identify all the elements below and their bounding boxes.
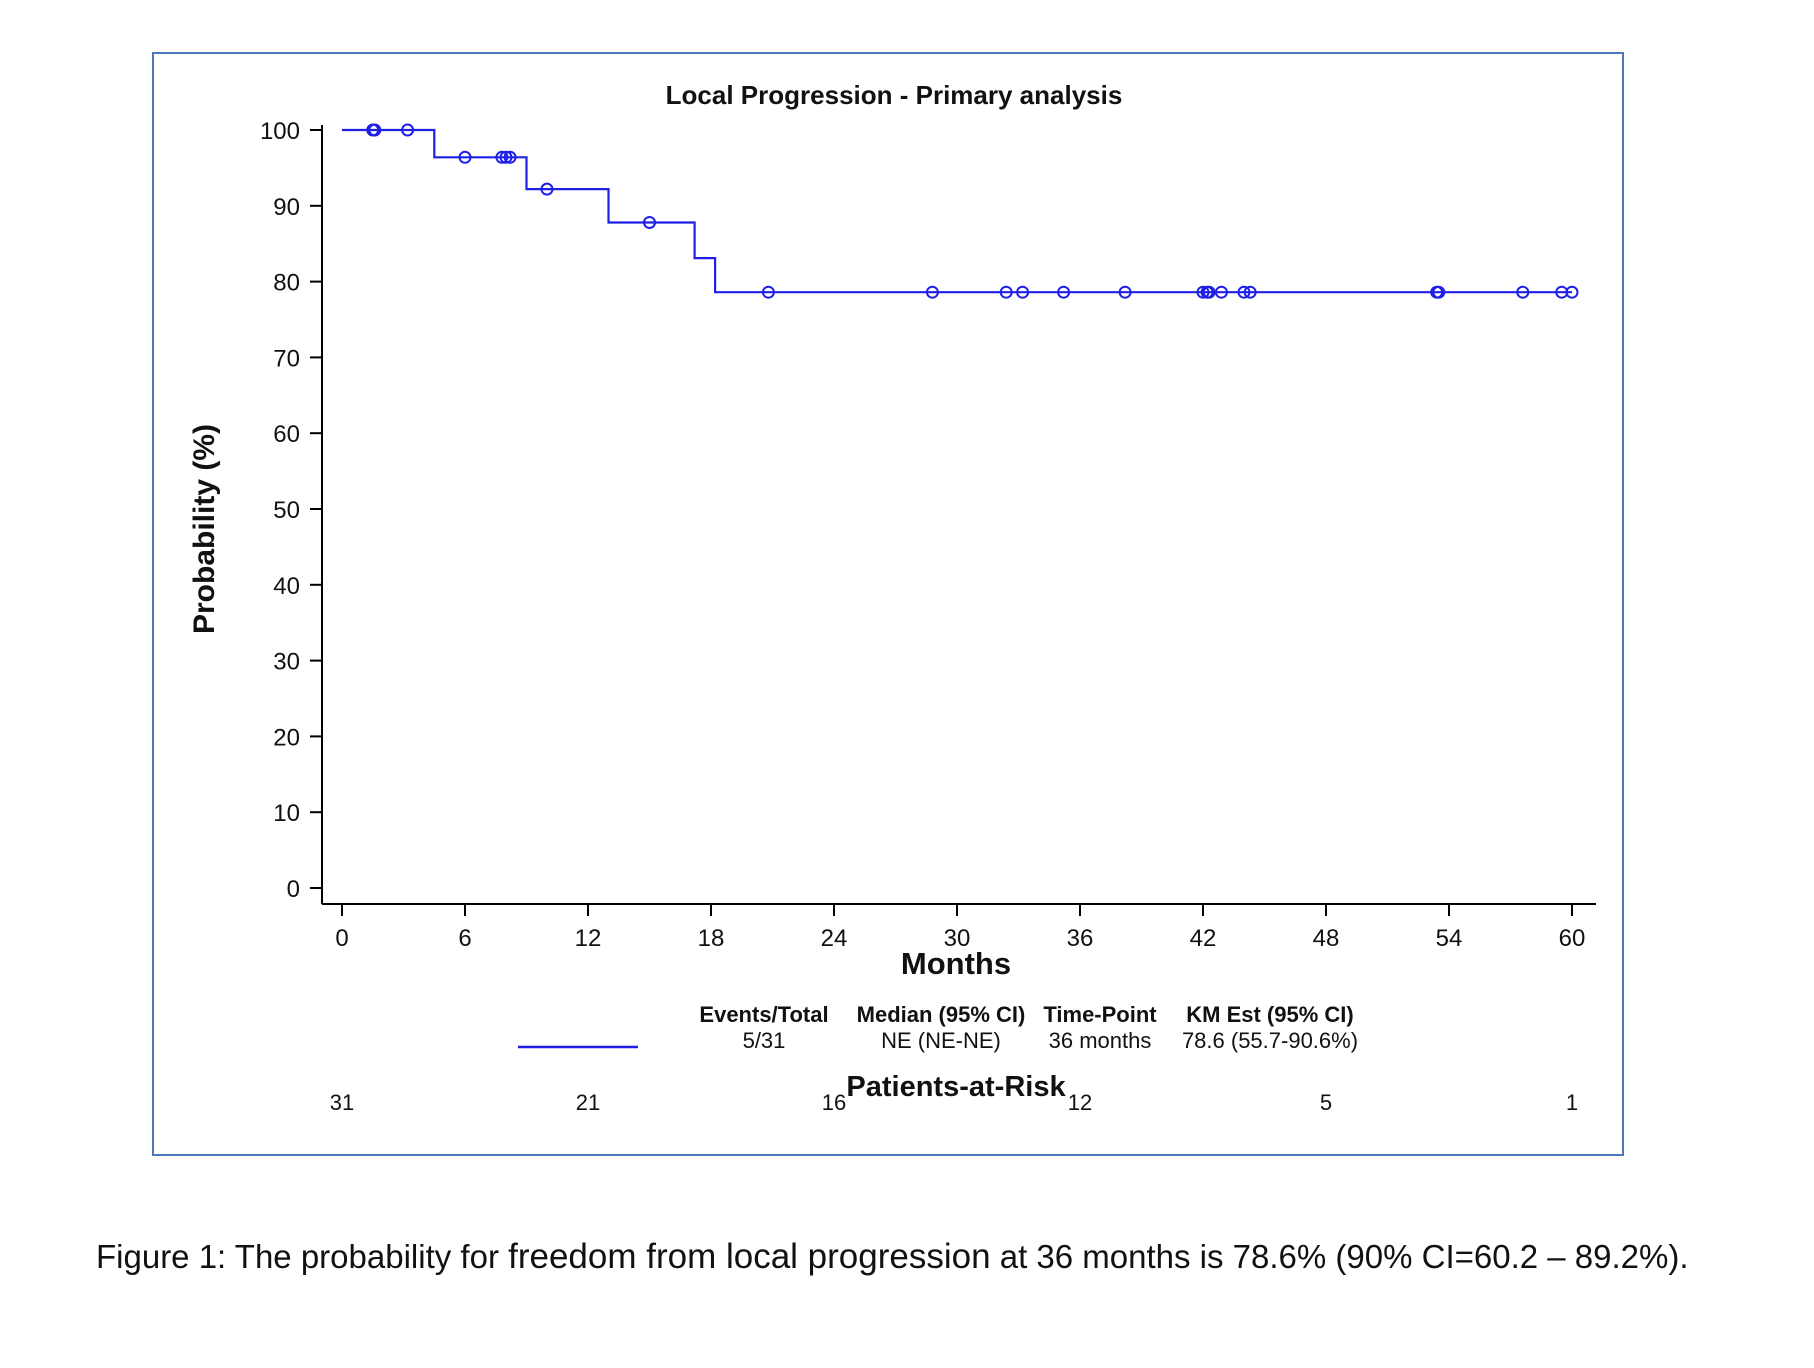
censor-mark — [1214, 285, 1228, 299]
censor-mark — [1057, 285, 1071, 299]
chart-frame: Local Progression - Primary analysis Pro… — [152, 52, 1624, 1156]
censor-mark — [1565, 285, 1579, 299]
y-tick-label: 0 — [287, 876, 300, 903]
x-tick-label: 6 — [458, 925, 471, 952]
y-tick-label: 60 — [273, 421, 300, 448]
at-risk-count: 12 — [1068, 1090, 1092, 1115]
x-tick-label: 36 — [1067, 925, 1094, 952]
y-axis-label: Probability (%) — [188, 424, 221, 634]
censor-mark — [1243, 285, 1257, 299]
x-tick-label: 18 — [698, 925, 725, 952]
x-axis-label: Months — [901, 946, 1011, 981]
legend-value-km-est: 78.6 (55.7-90.6%) — [1182, 1028, 1358, 1053]
y-tick-label: 90 — [273, 194, 300, 221]
censor-mark — [643, 215, 656, 229]
censor-mark — [761, 285, 775, 299]
y-tick-label: 40 — [273, 573, 300, 600]
censor-mark — [499, 150, 513, 164]
x-tick-label: 48 — [1313, 925, 1340, 952]
censor-mark — [540, 182, 554, 196]
legend-table: Events/Total Median (95% CI) Time-Point … — [518, 1002, 1358, 1053]
censor-mark — [1196, 285, 1210, 299]
censor-mark — [1118, 285, 1132, 299]
at-risk-count: 16 — [822, 1090, 846, 1115]
x-ticks: 0 6 12 18 24 30 36 42 48 54 60 — [335, 904, 1585, 952]
censor-mark — [1237, 285, 1251, 299]
censor-mark — [368, 123, 382, 137]
x-tick-label: 54 — [1436, 925, 1463, 952]
x-tick-label: 60 — [1559, 925, 1586, 952]
censor-mark — [495, 150, 509, 164]
y-tick-label: 10 — [273, 800, 300, 827]
legend-value-events: 5/31 — [743, 1028, 786, 1053]
km-plot: Local Progression - Primary analysis Pro… — [188, 80, 1596, 1115]
legend-value-median: NE (NE-NE) — [881, 1028, 1001, 1053]
y-tick-label: 50 — [273, 497, 300, 524]
censor-mark — [1516, 285, 1530, 299]
censor-mark — [925, 285, 939, 299]
chart-title: Local Progression - Primary analysis — [666, 80, 1123, 110]
figure-caption: Figure 1: The probability for freedom fr… — [96, 1232, 1736, 1282]
at-risk-title: Patients-at-Risk — [846, 1071, 1066, 1103]
censor-marks — [366, 123, 1579, 299]
censor-mark — [1202, 285, 1216, 299]
at-risk-counts: 31 21 16 12 5 1 — [330, 1090, 1578, 1115]
censor-mark — [1432, 285, 1446, 299]
y-tick-label: 100 — [260, 118, 300, 145]
caption-part-1: Figure 1: The probability for — [96, 1238, 509, 1275]
censor-mark — [401, 123, 415, 137]
censor-mark — [458, 150, 472, 164]
at-risk-count: 1 — [1566, 1090, 1578, 1115]
at-risk-count: 21 — [576, 1090, 600, 1115]
at-risk-count: 31 — [330, 1090, 354, 1115]
at-risk-count: 5 — [1320, 1090, 1332, 1115]
y-tick-label: 20 — [273, 724, 300, 751]
legend-header-km-est: KM Est (95% CI) — [1186, 1002, 1353, 1027]
censor-mark — [1016, 285, 1030, 299]
y-tick-label: 80 — [273, 270, 300, 297]
y-tick-label: 70 — [273, 345, 300, 372]
legend-header-timepoint: Time-Point — [1043, 1002, 1157, 1027]
caption-part-3: at 36 months is 78.6% (90% CI=60.2 – 89.… — [990, 1238, 1689, 1275]
censor-mark — [999, 285, 1013, 299]
legend-header-events: Events/Total — [699, 1002, 828, 1027]
x-tick-label: 42 — [1190, 925, 1217, 952]
caption-part-2: freedom from local progression — [508, 1237, 991, 1276]
censor-mark — [503, 150, 517, 164]
legend-value-timepoint: 36 months — [1049, 1028, 1152, 1053]
x-tick-label: 12 — [575, 925, 602, 952]
legend-header-median: Median (95% CI) — [857, 1002, 1026, 1027]
km-step-line — [342, 128, 1572, 294]
y-ticks: 0 10 20 30 40 50 60 70 80 90 100 — [260, 118, 322, 903]
y-tick-label: 30 — [273, 649, 300, 676]
x-tick-label: 30 — [944, 925, 971, 952]
x-tick-label: 0 — [335, 925, 348, 952]
x-tick-label: 24 — [821, 925, 848, 952]
